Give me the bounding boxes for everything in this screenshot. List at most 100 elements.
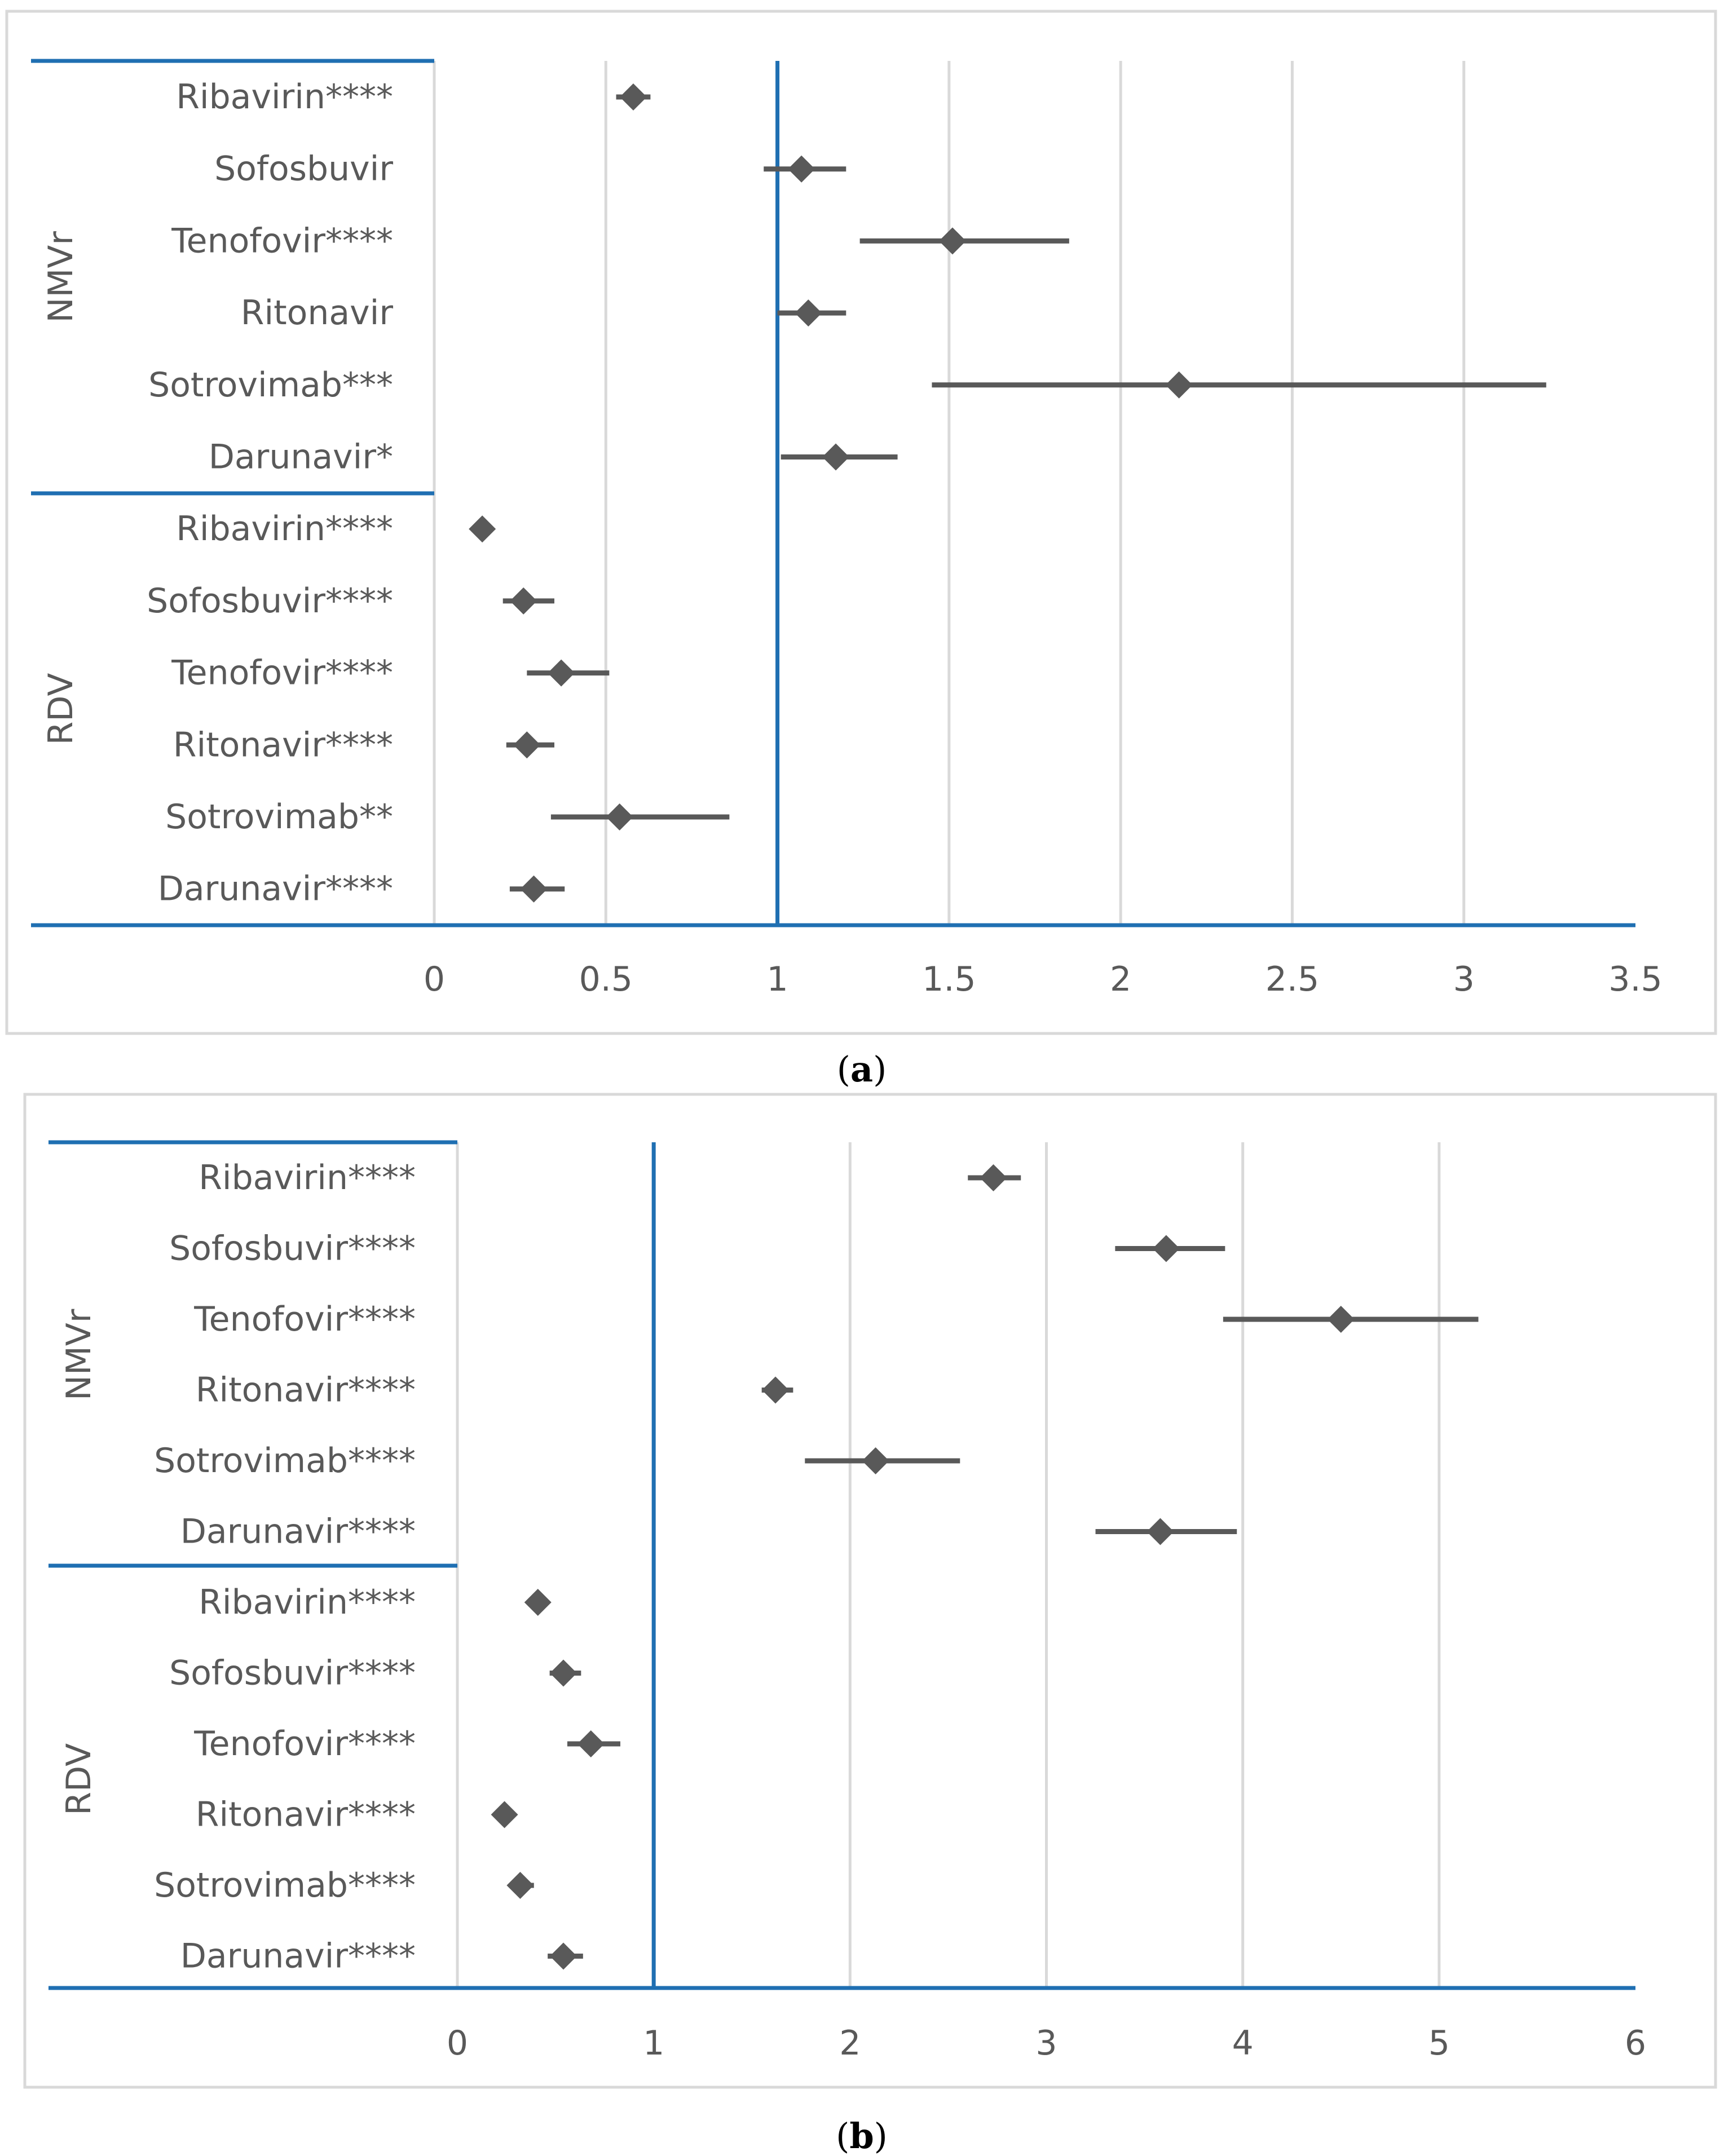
point-estimate-marker: [795, 299, 822, 327]
row-label: Darunavir****: [180, 1937, 416, 1976]
point-estimate-marker: [550, 1659, 577, 1687]
point-estimate-marker: [577, 1730, 605, 1757]
point-estimate-marker: [762, 1376, 790, 1404]
caption-paren-close: ): [873, 1049, 887, 1090]
point-estimate-marker: [980, 1164, 1007, 1191]
row-label: Sotrovimab****: [154, 1866, 416, 1905]
row-label: Sotrovimab***: [148, 365, 393, 405]
group-label: NMVr: [59, 1309, 99, 1400]
point-estimate-marker: [938, 227, 966, 255]
row-label: Tenofovir****: [193, 1724, 416, 1764]
x-tick-label: 3: [1035, 2024, 1057, 2063]
forest-row: Sofosbuvir****: [169, 1229, 1225, 1269]
forest-panel-b: 0 1 2 3 4 5 6 NMVr Ribavirin**** Sofosbuvir**** Te…: [23, 1093, 1717, 2156]
panel-caption: (b): [836, 2115, 888, 2156]
forest-row: Darunavir****: [158, 869, 565, 909]
forest-row: Ribavirin****: [176, 77, 651, 117]
row-label: Ribavirin****: [176, 77, 393, 117]
forest-row: Sotrovimab***: [148, 365, 1546, 405]
row-label: Tenofovir****: [171, 653, 393, 693]
x-tick-label: 0: [447, 2024, 468, 2063]
panel-frame: [23, 1093, 1717, 2089]
forest-row: Ritonavir****: [196, 1795, 518, 1835]
caption-paren-open: (: [836, 2115, 849, 2156]
forest-row: Ritonavir****: [196, 1371, 793, 1410]
forest-row: Darunavir****: [180, 1512, 1237, 1552]
forest-row: Sofosbuvir****: [169, 1654, 581, 1693]
row-label: Sofosbuvir****: [169, 1229, 416, 1269]
x-tick-label: 2: [839, 2024, 861, 2063]
forest-row: Tenofovir****: [193, 1724, 620, 1764]
row-label: Ribavirin****: [199, 1583, 416, 1622]
forest-row: Ribavirin****: [199, 1583, 552, 1622]
forest-row: Tenofovir****: [171, 221, 1069, 260]
x-tick-label: 1.5: [922, 960, 976, 999]
point-estimate-marker: [862, 1447, 889, 1474]
forest-row: Sotrovimab****: [154, 1866, 534, 1905]
row-label: Darunavir****: [180, 1512, 416, 1552]
point-estimate-marker: [524, 1589, 552, 1616]
forest-row: Ribavirin****: [199, 1158, 1021, 1198]
row-label: Sofosbuvir: [214, 149, 393, 189]
point-estimate-marker: [491, 1801, 518, 1828]
point-estimate-marker: [520, 875, 548, 903]
row-label: Ritonavir****: [173, 725, 393, 765]
point-estimate-marker: [822, 443, 850, 471]
forest-row: Sotrovimab****: [154, 1441, 960, 1481]
row-label: Sofosbuvir****: [169, 1654, 416, 1693]
forest-row: Ritonavir****: [173, 725, 554, 765]
point-estimate-marker: [1327, 1306, 1355, 1333]
forest-row: Sofosbuvir: [214, 149, 846, 189]
caption-letter: b: [849, 2115, 874, 2156]
caption-letter: a: [850, 1049, 873, 1090]
row-label: Sotrovimab****: [154, 1441, 416, 1481]
group-label: NMVr: [41, 231, 81, 323]
point-estimate-marker: [619, 83, 647, 111]
forest-panel-a: 0 0.5 1 1.5 2 2.5 3 3.5 NMVr Ribavirin**** Sofosbu…: [5, 10, 1717, 1090]
caption-paren-open: (: [837, 1049, 850, 1090]
x-tick-label: 3.5: [1608, 960, 1662, 999]
x-tick-label: 2.5: [1266, 960, 1319, 999]
x-tick-label: 2: [1110, 960, 1131, 999]
row-label: Ritonavir****: [196, 1371, 416, 1410]
forest-row: Tenofovir****: [193, 1300, 1479, 1339]
group-label: RDV: [41, 673, 81, 745]
x-tick-label: 1: [643, 2024, 664, 2063]
row-label: Tenofovir****: [171, 221, 393, 260]
row-label: Ritonavir: [241, 293, 394, 333]
point-estimate-marker: [469, 515, 496, 543]
forest-row: Ribavirin****: [176, 509, 496, 549]
row-label: Darunavir*: [209, 438, 393, 477]
point-estimate-marker: [513, 731, 541, 759]
point-estimate-marker: [506, 1872, 534, 1899]
row-label: Ribavirin****: [199, 1158, 416, 1198]
point-estimate-marker: [788, 155, 815, 183]
panel-caption: (a): [837, 1049, 887, 1090]
row-label: Darunavir****: [158, 869, 393, 909]
row-label: Ritonavir****: [196, 1795, 416, 1835]
x-tick-label: 1: [766, 960, 788, 999]
point-estimate-marker: [1165, 371, 1193, 399]
point-estimate-marker: [606, 803, 633, 830]
forest-row: Tenofovir****: [171, 653, 610, 693]
x-tick-label: 4: [1232, 2024, 1254, 2063]
forest-row: Sofosbuvir****: [147, 581, 554, 621]
point-estimate-marker: [510, 587, 537, 615]
point-estimate-marker: [548, 659, 575, 687]
x-tick-label: 0: [424, 960, 445, 999]
row-label: Sotrovimab**: [165, 797, 393, 837]
x-tick-label: 5: [1428, 2024, 1450, 2063]
point-estimate-marker: [550, 1942, 577, 1970]
row-label: Ribavirin****: [176, 509, 393, 549]
forest-row: Sotrovimab**: [165, 797, 730, 837]
forest-row: Darunavir****: [180, 1937, 583, 1976]
point-estimate-marker: [1147, 1518, 1174, 1545]
caption-paren-close: ): [874, 2115, 888, 2156]
row-label: Tenofovir****: [193, 1300, 416, 1339]
panel-frame: [5, 10, 1717, 1035]
forest-row: Darunavir*: [209, 438, 898, 477]
x-tick-label: 0.5: [579, 960, 633, 999]
point-estimate-marker: [1152, 1235, 1180, 1262]
x-tick-label: 6: [1625, 2024, 1646, 2063]
